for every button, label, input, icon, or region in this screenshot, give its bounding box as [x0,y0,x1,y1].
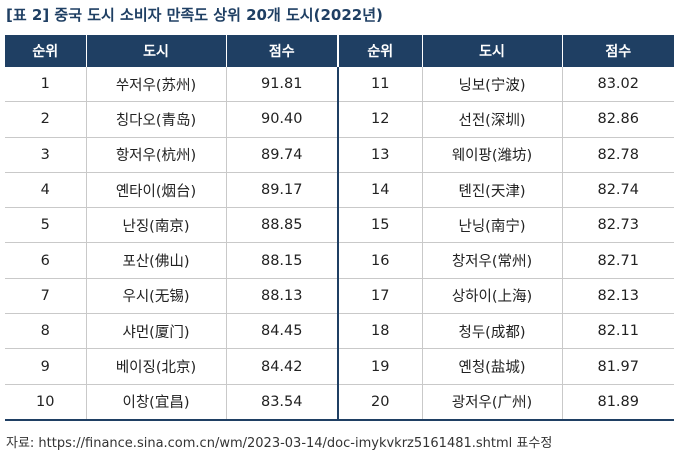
score-cell: 83.54 [226,384,339,421]
city-cell: 창저우(常州) [422,242,563,279]
ranking-table-container: 순위 도시 점수 순위 도시 점수 1 쑤저우(苏州) 91.81 11 닝보(… [5,35,674,421]
score-cell: 82.86 [562,101,674,138]
rank-cell: 17 [338,278,423,315]
score-cell: 89.17 [226,172,339,209]
rank-cell: 5 [5,207,87,244]
table-row: 8 샤먼(厦门) 84.45 18 청두(成都) 82.11 [5,313,674,350]
table-row: 5 난징(南京) 88.85 15 난닝(南宁) 82.73 [5,207,674,244]
table-row: 6 포산(佛山) 88.15 16 창저우(常州) 82.71 [5,242,674,279]
score-cell: 84.45 [226,313,339,350]
city-cell: 이창(宜昌) [86,384,227,421]
rank-cell: 10 [5,384,87,421]
score-cell: 91.81 [226,67,339,103]
score-cell: 84.42 [226,348,339,385]
score-cell: 82.73 [562,207,674,244]
city-cell: 난닝(南宁) [422,207,563,244]
rank-cell: 20 [338,384,423,421]
header-row: 순위 도시 점수 순위 도시 점수 [5,35,674,67]
rank-cell: 1 [5,67,87,103]
score-cell: 89.74 [226,137,339,173]
score-cell: 82.74 [562,172,674,209]
rank-cell: 11 [338,67,423,103]
city-cell: 옌타이(烟台) [86,172,227,209]
rank-cell: 3 [5,137,87,173]
city-cell: 난징(南京) [86,207,227,244]
city-cell: 청두(成都) [422,313,563,350]
city-cell: 웨이팡(潍坊) [422,137,563,173]
score-cell: 81.89 [562,384,674,421]
score-cell: 82.13 [562,278,674,315]
score-cell: 82.11 [562,313,674,350]
header-rank-right: 순위 [338,35,423,67]
rank-cell: 18 [338,313,423,350]
header-score-left: 점수 [226,35,339,67]
city-cell: 쑤저우(苏州) [86,67,227,103]
city-cell: 칭다오(青岛) [86,101,227,138]
rank-cell: 2 [5,101,87,138]
city-cell: 포산(佛山) [86,242,227,279]
score-cell: 90.40 [226,101,339,138]
rank-cell: 14 [338,172,423,209]
table-header: 순위 도시 점수 순위 도시 점수 [5,35,674,67]
table-row: 3 항저우(杭州) 89.74 13 웨이팡(潍坊) 82.78 [5,137,674,173]
city-cell: 베이징(北京) [86,348,227,385]
city-cell: 샤먼(厦门) [86,313,227,350]
rank-cell: 8 [5,313,87,350]
score-cell: 83.02 [562,67,674,103]
rank-cell: 9 [5,348,87,385]
city-cell: 항저우(杭州) [86,137,227,173]
source-note: 자료: https://finance.sina.com.cn/wm/2023-… [6,436,553,451]
city-cell: 상하이(上海) [422,278,563,315]
header-city-right: 도시 [422,35,563,67]
table-caption: [표 2] 중국 도시 소비자 만족도 상위 20개 도시(2022년) [6,6,383,24]
table-row: 1 쑤저우(苏州) 91.81 11 닝보(宁波) 83.02 [5,67,674,103]
rank-cell: 6 [5,242,87,279]
rank-cell: 19 [338,348,423,385]
city-cell: 선전(深圳) [422,101,563,138]
score-cell: 82.71 [562,242,674,279]
table-row: 7 우시(无锡) 88.13 17 상하이(上海) 82.13 [5,278,674,315]
city-ranking-table: 순위 도시 점수 순위 도시 점수 1 쑤저우(苏州) 91.81 11 닝보(… [5,35,674,421]
rank-cell: 12 [338,101,423,138]
rank-cell: 13 [338,137,423,173]
city-cell: 닝보(宁波) [422,67,563,103]
score-cell: 88.85 [226,207,339,244]
rank-cell: 7 [5,278,87,315]
table-row: 10 이창(宜昌) 83.54 20 광저우(广州) 81.89 [5,384,674,421]
table-row: 4 옌타이(烟台) 89.17 14 톈진(天津) 82.74 [5,172,674,209]
score-cell: 88.13 [226,278,339,315]
rank-cell: 4 [5,172,87,209]
rank-cell: 16 [338,242,423,279]
header-rank-left: 순위 [5,35,87,67]
score-cell: 82.78 [562,137,674,173]
table-row: 9 베이징(北京) 84.42 19 옌청(盐城) 81.97 [5,348,674,385]
header-score-right: 점수 [562,35,674,67]
city-cell: 우시(无锡) [86,278,227,315]
city-cell: 옌청(盐城) [422,348,563,385]
city-cell: 광저우(广州) [422,384,563,421]
table-row: 2 칭다오(青岛) 90.40 12 선전(深圳) 82.86 [5,101,674,138]
rank-cell: 15 [338,207,423,244]
score-cell: 81.97 [562,348,674,385]
table-body: 1 쑤저우(苏州) 91.81 11 닝보(宁波) 83.02 2 칭다오(青岛… [5,67,674,421]
header-city-left: 도시 [86,35,227,67]
city-cell: 톈진(天津) [422,172,563,209]
score-cell: 88.15 [226,242,339,279]
